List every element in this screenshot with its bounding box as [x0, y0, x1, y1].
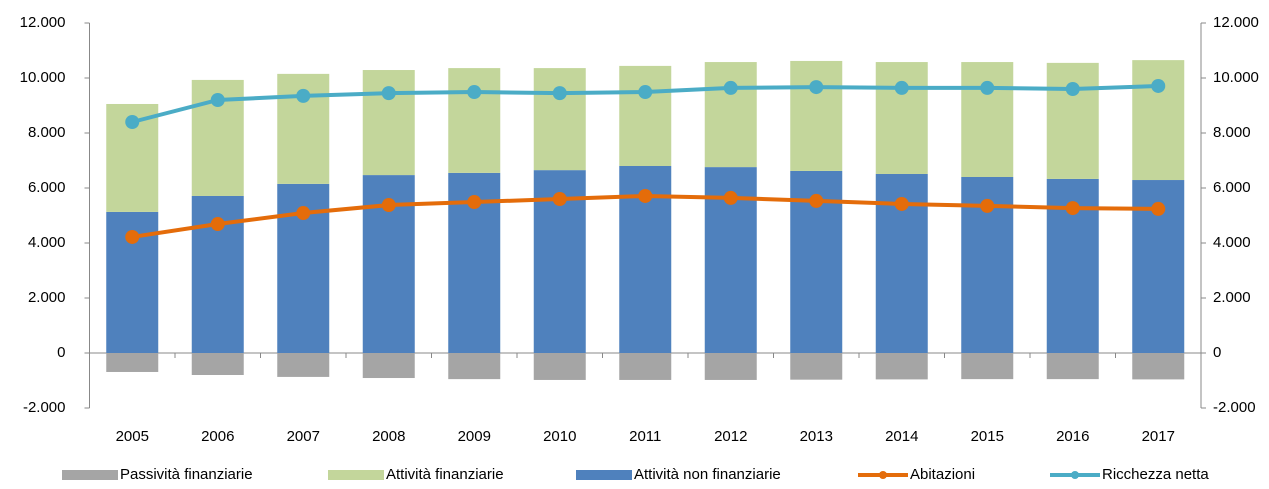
x-tick-label: 2014	[885, 428, 918, 445]
legend-label: Passività finanziarie	[120, 466, 253, 483]
y-tick-label: 0	[57, 344, 65, 361]
marker	[467, 195, 482, 210]
x-tick-label: 2012	[714, 428, 747, 445]
legend-label: Attività non finanziarie	[634, 466, 781, 483]
legend-swatch	[1071, 471, 1079, 479]
bar	[961, 353, 1014, 380]
bar	[790, 353, 843, 380]
y2-tick-label: 8.000	[1213, 124, 1251, 141]
bar	[704, 353, 757, 380]
x-tick-label: 2015	[971, 428, 1004, 445]
bar	[1046, 62, 1099, 179]
bar	[619, 65, 672, 166]
bar	[1132, 60, 1185, 181]
marker	[638, 85, 653, 100]
y2-tick-label: 12.000	[1213, 14, 1259, 31]
y-tick-label: 4.000	[28, 234, 66, 251]
legend-label: Ricchezza netta	[1102, 466, 1209, 483]
marker	[296, 206, 311, 221]
bar	[875, 353, 928, 380]
legend-swatch	[62, 470, 118, 480]
y-tick-label: 8.000	[28, 124, 66, 141]
y2-tick-label: 6.000	[1213, 179, 1251, 196]
x-tick-label: 2013	[800, 428, 833, 445]
x-tick-label: 2010	[543, 428, 576, 445]
x-tick-label: 2017	[1142, 428, 1175, 445]
bar	[533, 68, 586, 171]
marker	[552, 86, 567, 101]
marker	[296, 88, 311, 103]
marker	[980, 80, 995, 95]
marker	[894, 196, 909, 211]
bar	[875, 62, 928, 174]
bar	[277, 353, 330, 377]
bar	[790, 60, 843, 171]
bar	[1046, 353, 1099, 380]
marker	[1065, 201, 1080, 216]
x-tick-label: 2008	[372, 428, 405, 445]
bar	[362, 353, 415, 379]
x-tick-label: 2005	[116, 428, 149, 445]
legend-swatch	[328, 470, 384, 480]
y2-tick-label: 4.000	[1213, 234, 1251, 251]
bar	[448, 68, 501, 173]
x-tick-label: 2011	[629, 428, 661, 445]
x-tick-label: 2009	[458, 428, 491, 445]
marker	[1151, 201, 1166, 216]
y-tick-label: 10.000	[20, 69, 66, 86]
y2-tick-label: 0	[1213, 344, 1221, 361]
marker	[125, 229, 140, 244]
legend-swatch	[576, 470, 632, 480]
y-tick-label: 12.000	[20, 14, 66, 31]
marker	[1151, 78, 1166, 93]
legend-label: Attività finanziarie	[386, 466, 504, 483]
x-tick-label: 2006	[201, 428, 234, 445]
bar	[106, 353, 159, 372]
x-tick-label: 2007	[287, 428, 320, 445]
marker	[1065, 82, 1080, 96]
x-tick-label: 2016	[1056, 428, 1089, 445]
y2-tick-label: -2.000	[1213, 399, 1256, 416]
marker	[723, 80, 738, 95]
marker	[638, 188, 653, 203]
y-tick-label: -2.000	[23, 399, 66, 416]
bar	[704, 62, 757, 168]
y2-tick-label: 2.000	[1213, 289, 1251, 306]
y-tick-label: 6.000	[28, 179, 66, 196]
marker	[809, 193, 824, 208]
marker	[723, 190, 738, 205]
marker	[552, 192, 567, 206]
bar	[191, 353, 244, 375]
marker	[381, 86, 396, 101]
legend-label: Abitazioni	[910, 466, 975, 483]
marker	[894, 80, 909, 95]
legend-swatch	[879, 471, 887, 479]
bar	[533, 353, 586, 380]
bar	[1132, 353, 1185, 380]
marker	[125, 115, 140, 129]
y2-tick-label: 10.000	[1213, 69, 1259, 86]
bar	[619, 353, 672, 380]
bar	[362, 70, 415, 176]
marker	[980, 198, 995, 213]
marker	[809, 80, 824, 95]
marker	[210, 217, 225, 232]
bar	[448, 353, 501, 380]
marker	[381, 198, 396, 213]
bar	[961, 62, 1014, 177]
y-tick-label: 2.000	[28, 289, 66, 306]
marker	[467, 85, 482, 100]
marker	[210, 93, 225, 107]
